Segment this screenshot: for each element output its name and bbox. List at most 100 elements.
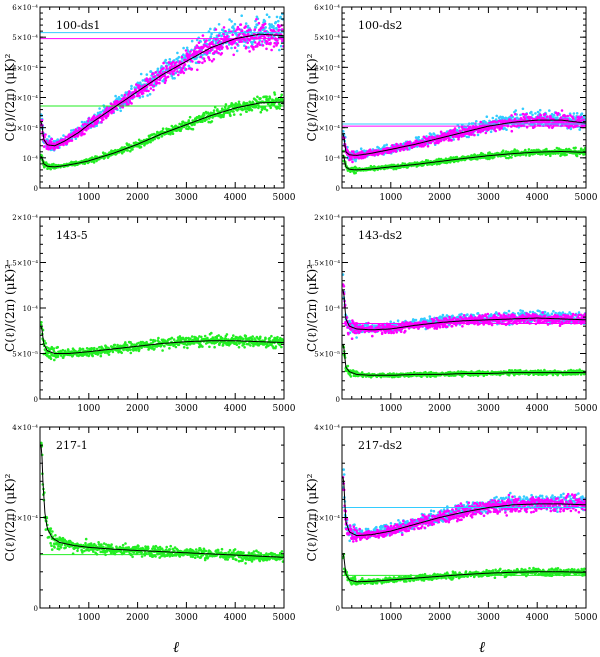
data-point	[181, 67, 185, 70]
data-point	[273, 41, 277, 45]
data-point	[229, 114, 232, 118]
data-point	[101, 151, 105, 154]
data-point	[121, 105, 125, 109]
data-point	[74, 137, 78, 140]
data-point	[165, 65, 168, 68]
data-point	[574, 146, 577, 150]
data-point	[505, 156, 508, 160]
data-point	[462, 134, 465, 138]
data-point	[208, 345, 211, 349]
data-point	[268, 26, 272, 30]
data-point	[261, 44, 265, 47]
data-point	[559, 116, 563, 119]
data-point	[272, 29, 276, 33]
data-point	[56, 355, 60, 358]
data-point	[556, 116, 559, 119]
data-point	[148, 77, 152, 80]
data-point	[190, 67, 194, 71]
data-point	[555, 146, 559, 150]
data-point	[222, 32, 225, 36]
data-point	[129, 351, 133, 355]
data-point	[228, 111, 231, 114]
x-tick-label: 3000	[175, 193, 198, 203]
data-point	[79, 348, 82, 352]
data-point	[500, 127, 504, 130]
data-point	[495, 114, 499, 118]
y-tick-label: 2×10⁻⁴	[12, 125, 38, 133]
plot-area	[40, 12, 284, 171]
data-point	[172, 338, 176, 341]
data-point	[250, 108, 254, 112]
data-point	[165, 67, 169, 70]
data-point	[162, 67, 165, 70]
data-point	[265, 13, 269, 16]
data-point	[91, 352, 94, 355]
data-point	[199, 341, 202, 344]
data-point	[519, 113, 522, 117]
data-point	[224, 103, 228, 106]
data-point	[233, 46, 237, 49]
x-tick-label: 5000	[575, 193, 598, 203]
data-point	[470, 133, 473, 136]
data-point	[552, 113, 556, 117]
data-point	[70, 129, 73, 132]
data-point	[383, 144, 386, 147]
data-point	[221, 46, 224, 49]
data-point	[111, 350, 115, 354]
data-point	[205, 118, 208, 121]
data-point	[191, 60, 194, 63]
data-point	[264, 26, 268, 29]
data-point	[212, 109, 216, 112]
data-point	[217, 34, 220, 37]
data-point	[145, 73, 149, 76]
data-point	[265, 42, 269, 46]
data-point	[47, 135, 51, 138]
data-point	[501, 149, 505, 152]
data-point	[85, 128, 88, 132]
data-point	[74, 128, 78, 131]
data-point	[220, 52, 224, 55]
data-point	[217, 51, 220, 55]
data-point	[105, 106, 109, 109]
data-point	[129, 149, 132, 153]
data-point	[352, 150, 355, 153]
data-point	[433, 133, 436, 136]
data-point	[210, 48, 213, 51]
y-tick-label: 2×10⁻⁴	[314, 125, 340, 133]
data-point	[281, 39, 284, 42]
data-point	[531, 113, 534, 117]
data-point	[188, 115, 192, 119]
data-point	[406, 148, 409, 151]
data-point	[153, 339, 157, 343]
data-point	[279, 15, 282, 19]
data-point	[85, 347, 89, 350]
data-point	[259, 110, 263, 114]
x-axis-label-right: ℓ	[479, 638, 485, 656]
data-point	[548, 109, 551, 112]
data-point	[63, 354, 66, 357]
data-point	[161, 127, 165, 130]
data-point	[260, 34, 264, 38]
data-point	[168, 58, 172, 61]
data-point	[236, 43, 239, 46]
data-point	[189, 50, 192, 53]
data-point	[167, 61, 171, 64]
data-point	[214, 28, 218, 31]
data-point	[98, 107, 101, 110]
data-point	[222, 115, 225, 119]
data-point	[153, 137, 156, 141]
data-point	[245, 110, 248, 113]
data-point	[170, 336, 174, 340]
data-point	[263, 20, 267, 23]
data-point	[152, 84, 156, 88]
data-point	[115, 107, 118, 110]
data-point	[201, 345, 204, 348]
data-point	[510, 156, 513, 159]
data-point	[183, 63, 187, 66]
data-point	[241, 108, 244, 112]
data-point	[105, 345, 108, 349]
data-point	[157, 136, 161, 139]
data-point	[231, 33, 234, 37]
data-point	[564, 115, 567, 118]
data-point	[257, 41, 261, 44]
